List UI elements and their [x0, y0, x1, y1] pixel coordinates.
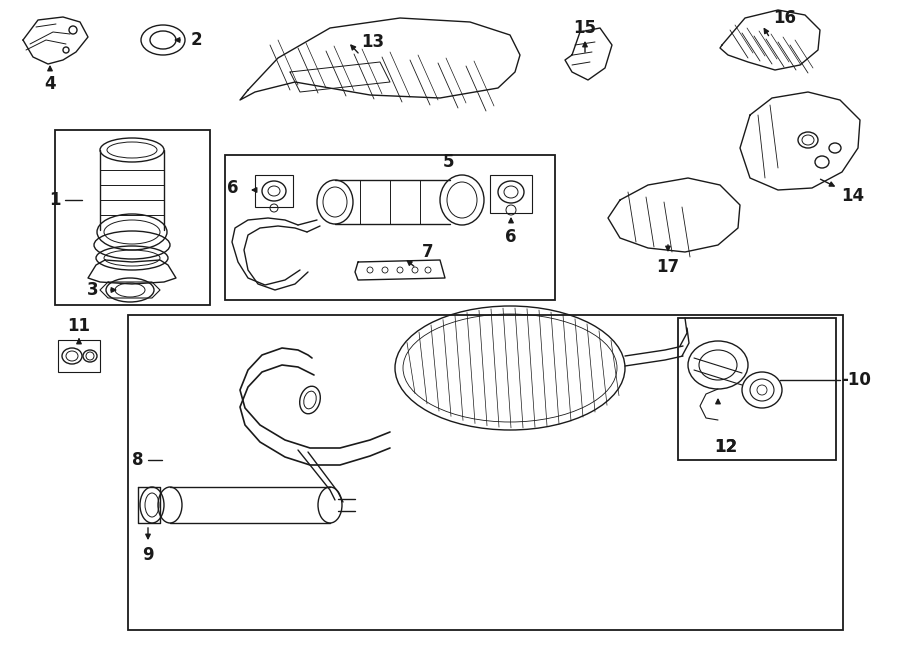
- Text: 15: 15: [573, 19, 597, 37]
- Text: 1: 1: [50, 191, 61, 209]
- Bar: [225, 155, 555, 300]
- Text: 13: 13: [362, 33, 384, 51]
- Text: 12: 12: [715, 438, 738, 456]
- Text: 12: 12: [715, 438, 738, 456]
- Bar: [58, 340, 100, 372]
- Text: 3: 3: [87, 281, 99, 299]
- Text: 6: 6: [227, 179, 239, 197]
- Text: 2: 2: [190, 31, 202, 49]
- Text: 4: 4: [44, 75, 56, 93]
- Bar: [255, 175, 293, 207]
- Bar: [678, 318, 836, 460]
- Bar: [128, 315, 843, 630]
- Bar: [55, 130, 210, 305]
- Text: 7: 7: [422, 243, 434, 261]
- Text: 16: 16: [773, 9, 796, 27]
- Text: -10: -10: [842, 371, 871, 389]
- Text: 8: 8: [132, 451, 144, 469]
- Text: 11: 11: [68, 317, 91, 335]
- Text: 14: 14: [842, 187, 865, 205]
- Text: 6: 6: [505, 228, 517, 246]
- Text: 5: 5: [442, 153, 454, 171]
- Text: 9: 9: [142, 546, 154, 564]
- Bar: [490, 175, 532, 213]
- Text: 17: 17: [656, 258, 680, 276]
